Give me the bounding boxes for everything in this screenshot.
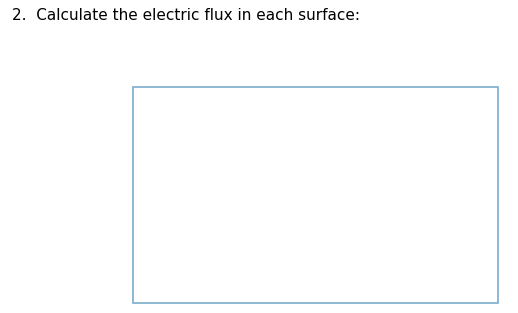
Text: +7.0 μC: +7.0 μC [323, 202, 362, 212]
Text: S₃: S₃ [415, 180, 427, 193]
Circle shape [278, 210, 287, 215]
Circle shape [351, 143, 367, 152]
Circle shape [340, 173, 356, 182]
Text: S₁: S₁ [302, 117, 314, 130]
Text: −8.0 μC: −8.0 μC [268, 241, 308, 251]
Text: +1.0 μC: +1.0 μC [253, 196, 293, 206]
Circle shape [289, 253, 305, 262]
Text: S₂: S₂ [371, 106, 384, 120]
Circle shape [344, 214, 360, 223]
Circle shape [348, 216, 356, 221]
Text: S₅: S₅ [327, 280, 340, 293]
Text: 2.  Calculate the electric flux in each surface:: 2. Calculate the electric flux in each s… [12, 8, 360, 23]
Text: +: + [349, 214, 355, 223]
Text: −: − [294, 253, 300, 262]
Text: +: + [280, 208, 286, 217]
Text: +3.0 μC: +3.0 μC [319, 161, 358, 171]
Text: S₄: S₄ [231, 169, 243, 182]
Circle shape [275, 208, 291, 217]
Text: −: − [356, 143, 363, 152]
Circle shape [355, 145, 364, 150]
Text: +: + [345, 173, 352, 182]
Text: −10.0 μC: −10.0 μC [332, 130, 378, 140]
Circle shape [293, 255, 301, 260]
Circle shape [344, 175, 353, 180]
